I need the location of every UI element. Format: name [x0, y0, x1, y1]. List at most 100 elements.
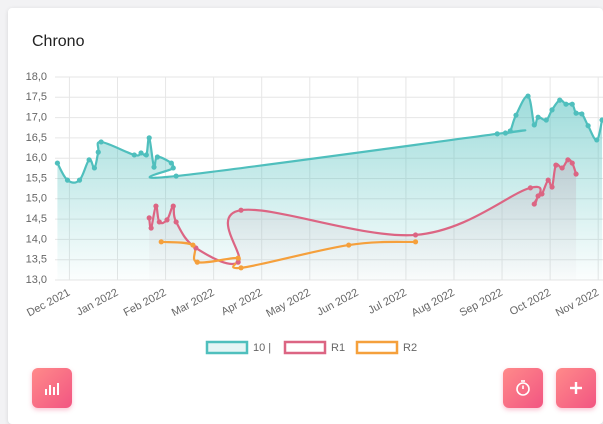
- y-tick-label: 18,0: [26, 71, 47, 83]
- x-tick-label: Feb 2022: [122, 287, 169, 319]
- stats-button[interactable]: [32, 368, 72, 408]
- point: [494, 131, 500, 137]
- point: [527, 185, 534, 191]
- legend-swatch: [205, 340, 249, 355]
- point: [599, 117, 603, 123]
- point: [557, 97, 563, 103]
- y-tick-label: 16,5: [26, 132, 47, 144]
- chart-title: Chrono: [32, 33, 85, 50]
- x-tick-label: Nov 2022: [554, 287, 601, 320]
- point: [569, 101, 575, 107]
- x-tick-label: Mar 2022: [170, 287, 217, 319]
- point: [565, 157, 571, 163]
- point: [138, 150, 144, 156]
- y-tick-label: 14,0: [26, 233, 47, 245]
- y-tick-label: 14,5: [26, 213, 47, 225]
- point: [412, 232, 419, 238]
- legend-swatch: [355, 340, 399, 355]
- point: [76, 177, 83, 183]
- point: [549, 184, 555, 190]
- y-tick-label: 15,5: [26, 172, 47, 184]
- point: [553, 162, 559, 168]
- x-tick-label: Jan 2022: [75, 287, 121, 319]
- x-tick-label: Sep 2022: [458, 287, 505, 320]
- point: [146, 215, 152, 221]
- point: [539, 191, 545, 197]
- point: [170, 203, 176, 209]
- point: [91, 165, 98, 171]
- x-tick-label: Apr 2022: [219, 287, 264, 319]
- y-tick-label: 16,0: [26, 152, 47, 164]
- point: [131, 152, 137, 158]
- point: [507, 128, 513, 134]
- point: [573, 110, 579, 116]
- point: [64, 177, 71, 183]
- point: [154, 154, 160, 160]
- point: [173, 219, 179, 225]
- x-tick-label: May 2022: [264, 287, 312, 320]
- point: [168, 160, 174, 166]
- point: [54, 160, 61, 166]
- point: [531, 201, 537, 207]
- point: [569, 160, 575, 166]
- point: [146, 135, 152, 141]
- legend-label: R1: [331, 342, 345, 354]
- point: [86, 157, 92, 163]
- point: [98, 139, 104, 145]
- stats-icon: [45, 383, 59, 395]
- point: [143, 152, 149, 158]
- point: [190, 242, 196, 248]
- point: [173, 173, 179, 179]
- point: [153, 203, 159, 209]
- point: [148, 225, 154, 231]
- point: [563, 101, 569, 107]
- point: [156, 219, 162, 225]
- point: [579, 111, 585, 117]
- point: [535, 114, 541, 120]
- y-tick-label: 15,0: [26, 193, 47, 205]
- point: [194, 259, 200, 265]
- point: [559, 165, 565, 171]
- point: [170, 165, 176, 171]
- legend-swatch: [283, 340, 327, 355]
- point: [525, 93, 531, 99]
- point: [235, 255, 241, 261]
- point: [95, 149, 101, 155]
- timer-icon: [516, 380, 530, 396]
- x-tick-label: Oct 2022: [508, 287, 553, 319]
- legend-label: R2: [403, 342, 417, 354]
- point: [513, 112, 519, 118]
- point: [585, 123, 591, 129]
- point: [238, 207, 244, 213]
- y-tick-label: 17,0: [26, 112, 47, 124]
- point: [545, 177, 551, 183]
- point: [594, 137, 600, 143]
- point: [164, 217, 170, 223]
- point: [543, 117, 549, 123]
- timer-button[interactable]: [503, 368, 543, 408]
- point: [158, 239, 164, 245]
- point: [151, 164, 157, 170]
- point: [549, 107, 555, 113]
- point: [412, 239, 419, 245]
- point: [573, 171, 579, 177]
- point: [502, 130, 509, 136]
- point: [238, 265, 244, 271]
- area: [149, 159, 577, 280]
- x-tick-label: Dec 2021: [25, 287, 72, 320]
- y-tick-label: 13,5: [26, 254, 47, 266]
- point: [346, 242, 352, 248]
- point: [531, 122, 537, 128]
- x-tick-label: Jul 2022: [366, 287, 408, 317]
- add-icon: [570, 382, 582, 394]
- legend-label: 10 |: [253, 342, 271, 354]
- y-tick-label: 17,5: [26, 91, 47, 103]
- x-tick-label: Jun 2022: [315, 287, 361, 319]
- point: [235, 259, 241, 265]
- point: [535, 193, 541, 199]
- y-tick-label: 13,0: [26, 274, 47, 286]
- x-tick-label: Aug 2022: [410, 287, 457, 320]
- add-button[interactable]: [556, 368, 596, 408]
